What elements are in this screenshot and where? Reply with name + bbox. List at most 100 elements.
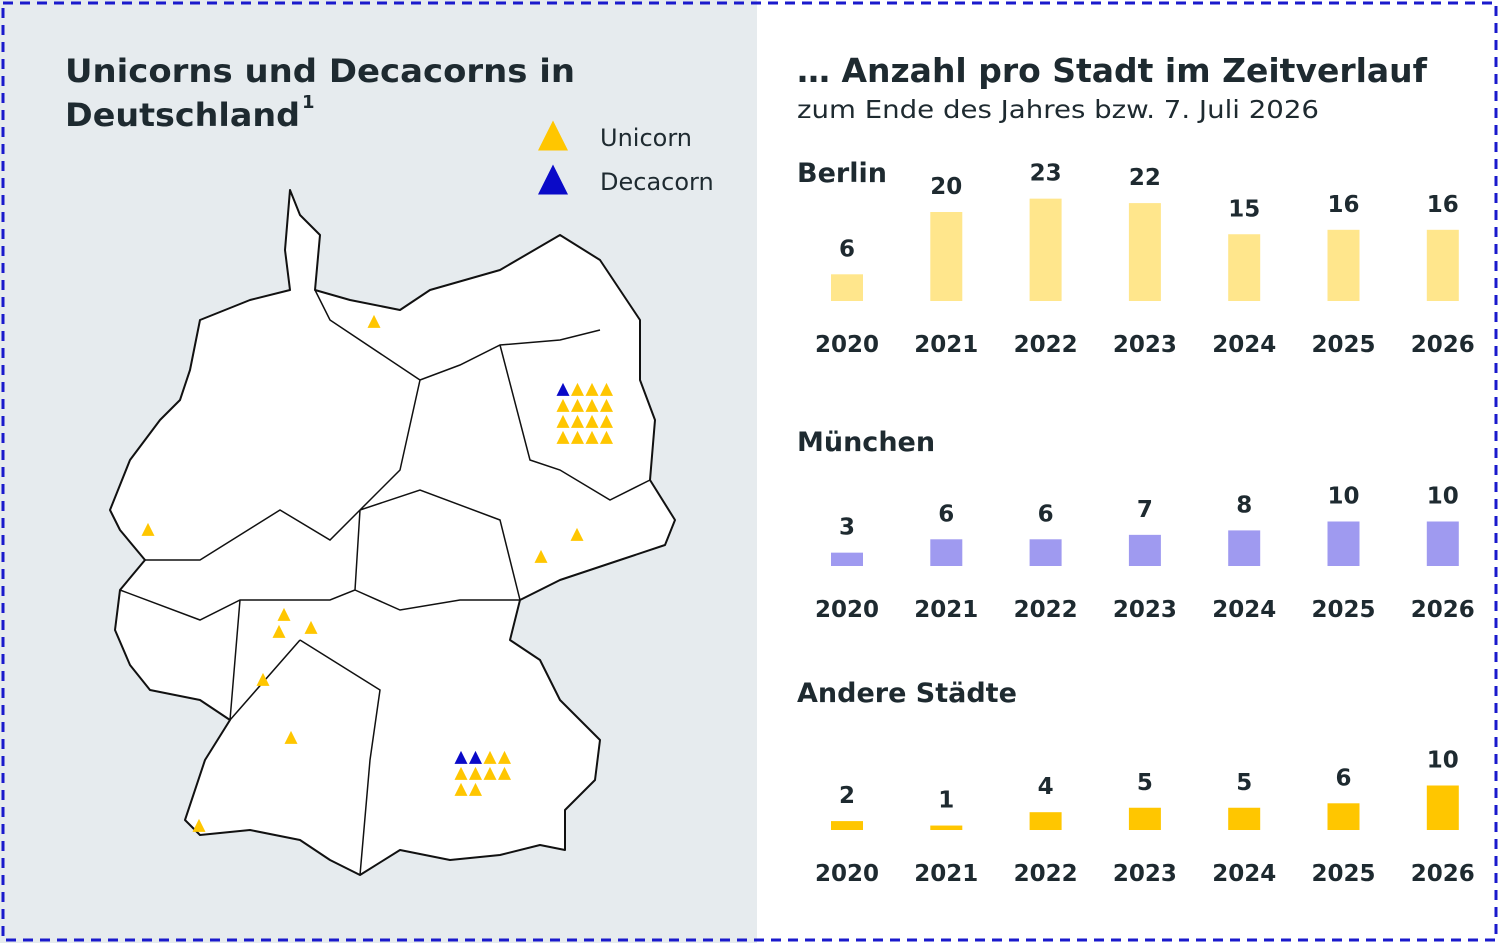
- value-label: 10: [1427, 484, 1459, 510]
- bar: [1228, 530, 1261, 566]
- unicorn-marker: [367, 314, 381, 328]
- decacorn-marker: [454, 750, 468, 764]
- legend-symbol: [538, 120, 568, 151]
- map-title: Deutschland: [65, 96, 300, 134]
- unicorn-marker: [556, 398, 570, 412]
- value-label: 4: [1038, 774, 1054, 800]
- x-tick-label: 2022: [1014, 597, 1078, 623]
- x-tick-label: 2025: [1311, 597, 1375, 623]
- map-title: Unicorns und Decacorns in: [65, 52, 575, 90]
- unicorn-marker: [469, 782, 482, 796]
- value-label: 22: [1129, 165, 1161, 191]
- x-tick-label: 2024: [1212, 332, 1276, 358]
- unicorn-marker: [141, 522, 155, 536]
- x-tick-label: 2026: [1411, 861, 1475, 887]
- x-tick-label: 2020: [815, 861, 879, 887]
- unicorn-marker: [571, 430, 584, 444]
- value-label: 2: [839, 783, 855, 809]
- unicorn-marker: [600, 382, 613, 396]
- unicorn-marker: [571, 382, 584, 396]
- value-label: 16: [1327, 192, 1359, 218]
- bar: [1426, 229, 1459, 301]
- x-tick-label: 2021: [914, 597, 978, 623]
- bar: [1029, 539, 1062, 566]
- unicorn-marker: [454, 782, 468, 796]
- value-label: 5: [1137, 770, 1153, 796]
- x-tick-label: 2021: [914, 861, 978, 887]
- unicorn-marker: [570, 527, 584, 541]
- bar: [831, 821, 863, 830]
- value-label: 7: [1137, 497, 1153, 523]
- bar: [1029, 198, 1062, 301]
- value-label: 3: [839, 515, 855, 541]
- value-label: 10: [1427, 748, 1459, 774]
- bar: [1426, 521, 1459, 566]
- legend-label: Unicorn: [600, 124, 692, 152]
- legend-symbol: [538, 164, 568, 195]
- unicorn-marker: [556, 414, 570, 428]
- value-label: 6: [938, 501, 954, 527]
- unicorn-marker: [585, 398, 599, 412]
- x-tick-label: 2022: [1014, 861, 1078, 887]
- decacorn-marker: [469, 750, 482, 764]
- value-label: 15: [1228, 196, 1260, 222]
- chart-title: Berlin: [797, 158, 887, 189]
- bar: [831, 552, 863, 566]
- x-tick-label: 2026: [1411, 332, 1475, 358]
- unicorn-marker: [454, 766, 468, 780]
- unicorn-marker: [498, 766, 511, 780]
- bar: [930, 212, 963, 301]
- unicorn-marker: [272, 624, 286, 638]
- x-tick-label: 2025: [1311, 332, 1375, 358]
- value-label: 10: [1327, 484, 1359, 510]
- value-label: 6: [839, 236, 855, 262]
- x-tick-label: 2022: [1014, 332, 1078, 358]
- value-label: 1: [938, 788, 954, 814]
- bar: [1327, 803, 1360, 830]
- bar: [1029, 812, 1062, 830]
- x-tick-label: 2023: [1113, 861, 1177, 887]
- charts-title: … Anzahl pro Stadt im Zeitverlauf: [797, 51, 1428, 90]
- unicorn-marker: [483, 750, 497, 764]
- unicorn-marker: [556, 430, 570, 444]
- bar: [1128, 203, 1161, 301]
- x-tick-label: 2023: [1113, 332, 1177, 358]
- value-label: 6: [1335, 765, 1351, 791]
- unicorn-marker: [284, 730, 298, 744]
- x-tick-label: 2023: [1113, 597, 1177, 623]
- unicorn-marker: [256, 672, 270, 686]
- bar: [1228, 807, 1261, 830]
- bar: [930, 825, 963, 830]
- bar: [1228, 234, 1261, 301]
- bar: [1128, 807, 1161, 830]
- bar: [930, 539, 963, 566]
- value-label: 20: [930, 174, 962, 200]
- value-label: 8: [1236, 492, 1252, 518]
- chart-title: München: [797, 427, 935, 458]
- bar: [831, 274, 863, 301]
- x-tick-label: 2026: [1411, 597, 1475, 623]
- unicorn-marker: [469, 766, 482, 780]
- decacorn-marker: [556, 382, 570, 396]
- x-tick-label: 2024: [1212, 861, 1276, 887]
- charts-subtitle: zum Ende des Jahres bzw. 7. Juli 2026: [797, 95, 1319, 124]
- value-label: 6: [1038, 501, 1054, 527]
- unicorn-marker: [571, 398, 584, 412]
- value-label: 16: [1427, 192, 1459, 218]
- unicorn-marker: [571, 414, 584, 428]
- x-tick-label: 2024: [1212, 597, 1276, 623]
- unicorn-marker: [600, 414, 613, 428]
- unicorn-marker: [534, 549, 548, 563]
- value-label: 5: [1236, 770, 1252, 796]
- bar: [1327, 229, 1360, 301]
- unicorn-marker: [585, 414, 599, 428]
- legend-label: Decacorn: [600, 168, 714, 196]
- unicorn-marker: [277, 607, 291, 621]
- unicorn-marker: [483, 766, 497, 780]
- chart-title: Andere Städte: [797, 678, 1017, 709]
- bar: [1327, 521, 1360, 566]
- x-tick-label: 2020: [815, 332, 879, 358]
- unicorn-marker: [192, 818, 206, 832]
